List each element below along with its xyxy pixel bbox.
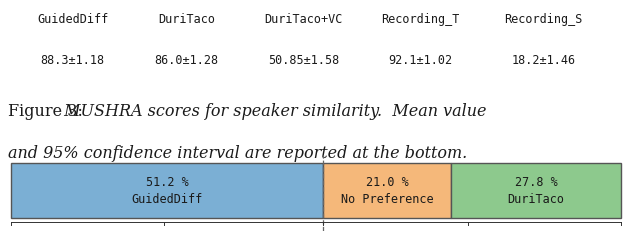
Text: 50.85±1.58: 50.85±1.58 [268, 54, 339, 67]
Text: Recording_S: Recording_S [504, 12, 583, 25]
Text: 51.2 %
GuidedDiff: 51.2 % GuidedDiff [131, 175, 203, 205]
Text: DuriTaco: DuriTaco [158, 12, 215, 25]
Bar [11, 163, 324, 218]
Text: DuriTaco+VC: DuriTaco+VC [264, 12, 343, 25]
Text: 27.8 %
DuriTaco: 27.8 % DuriTaco [507, 175, 564, 205]
Text: Figure 3:: Figure 3: [8, 103, 88, 119]
Text: 21.0 %
No Preference: 21.0 % No Preference [341, 175, 434, 205]
Text: 92.1±1.02: 92.1±1.02 [388, 54, 453, 67]
Text: and 95% confidence interval are reported at the bottom.: and 95% confidence interval are reported… [8, 144, 467, 161]
Text: Recording_T: Recording_T [381, 12, 459, 25]
Bar [451, 163, 621, 218]
Text: GuidedDiff: GuidedDiff [37, 12, 108, 25]
Bar [324, 163, 451, 218]
Text: 88.3±1.18: 88.3±1.18 [40, 54, 105, 67]
Text: 86.0±1.28: 86.0±1.28 [154, 54, 219, 67]
Text: MUSHRA scores for speaker similarity.  Mean value: MUSHRA scores for speaker similarity. Me… [59, 103, 486, 119]
Text: 18.2±1.46: 18.2±1.46 [511, 54, 576, 67]
